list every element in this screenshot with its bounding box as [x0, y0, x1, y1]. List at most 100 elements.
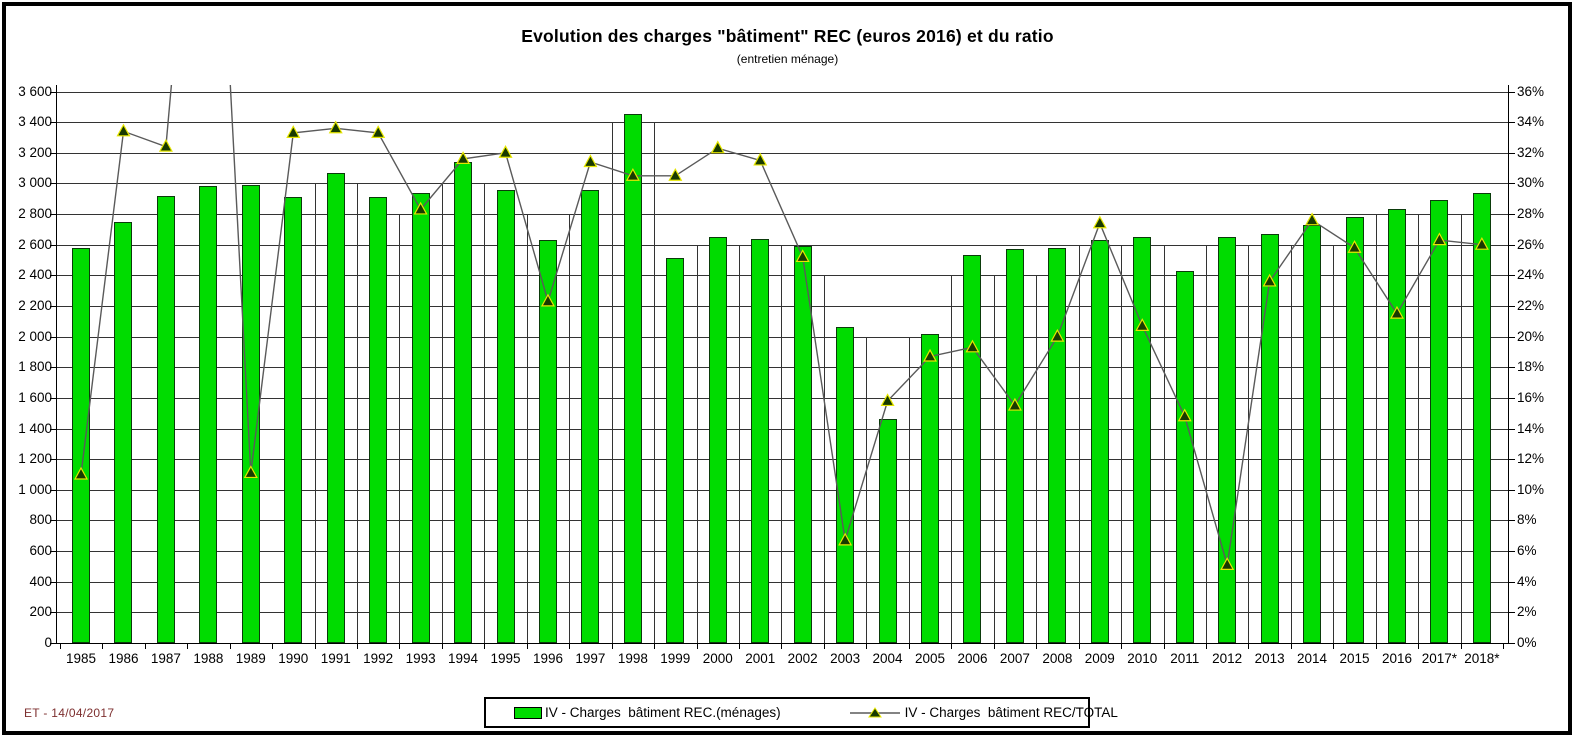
category-divider	[908, 336, 910, 643]
ratio-marker-1995	[498, 145, 513, 158]
bar-2001	[751, 238, 770, 643]
category-divider	[866, 336, 868, 643]
gridline-2000	[57, 336, 1508, 338]
bar-1988	[199, 186, 218, 643]
y-axis-label-left: 600	[29, 543, 52, 559]
category-divider	[993, 275, 995, 643]
x-axis-label: 2017*	[1421, 651, 1458, 666]
legend-item-bars: IV - Charges bâtiment REC.(ménages)	[514, 705, 781, 720]
chart-subtitle: (entretien ménage)	[736, 52, 839, 66]
ratio-marker-2013	[1262, 273, 1277, 287]
x-tick	[1460, 644, 1462, 649]
y-axis-label-right: 12%	[1517, 451, 1545, 467]
x-tick	[654, 644, 656, 649]
category-divider	[1248, 244, 1250, 643]
y-axis-label-right: 0%	[1517, 635, 1537, 650]
x-axis-label: 2000	[702, 651, 733, 666]
legend-label-line: IV - Charges bâtiment REC/TOTAL	[904, 705, 1118, 720]
plot-area	[57, 85, 1508, 643]
category-divider	[1375, 214, 1377, 643]
category-divider	[823, 275, 825, 643]
x-axis-label: 2001	[745, 651, 776, 666]
y-axis-label-right: 16%	[1517, 389, 1545, 405]
y-axis-label-right: 30%	[1517, 175, 1545, 191]
x-tick	[229, 644, 231, 649]
legend: IV - Charges bâtiment REC.(ménages) IV -…	[484, 697, 1118, 728]
y-tick-left	[50, 459, 56, 461]
y-axis-label-right: 2%	[1517, 604, 1537, 620]
gridline-3600	[57, 91, 1508, 93]
gridline-1600	[57, 397, 1508, 399]
category-divider	[696, 244, 698, 643]
ratio-marker-2001	[753, 152, 768, 166]
gridline-400	[57, 581, 1508, 583]
y-axis-label-right: 22%	[1517, 297, 1545, 313]
ratio-marker-1991	[328, 120, 343, 134]
bar-1987	[156, 195, 175, 643]
bar-1992	[369, 197, 388, 643]
gridline-800	[57, 520, 1508, 522]
bar-2013	[1260, 233, 1279, 643]
x-tick	[526, 644, 528, 649]
x-axis-label: 1988	[193, 651, 224, 666]
x-tick	[399, 644, 401, 649]
x-tick	[866, 644, 868, 649]
gridline-2400	[57, 275, 1508, 277]
x-axis-label: 1986	[108, 651, 139, 666]
y-tick-left	[50, 367, 56, 369]
x-tick	[696, 644, 698, 649]
y-axis-label-right: 32%	[1517, 144, 1545, 160]
category-divider	[611, 122, 613, 643]
x-tick	[1503, 644, 1505, 649]
x-tick	[739, 644, 740, 649]
x-axis-label: 2008	[1042, 651, 1073, 666]
x-axis-label: 2004	[872, 651, 903, 666]
x-tick	[144, 644, 146, 649]
bar-2012	[1218, 237, 1237, 643]
x-tick	[569, 644, 571, 649]
y-axis-label-left: 800	[29, 512, 52, 528]
x-tick	[59, 644, 61, 649]
x-axis-label: 2013	[1254, 651, 1285, 666]
bar-1986	[114, 221, 133, 643]
ratio-marker-2012	[1220, 557, 1235, 570]
y-tick-right	[1509, 459, 1515, 461]
category-divider	[314, 183, 316, 643]
x-tick	[272, 644, 274, 649]
y-axis-label-right: 4%	[1517, 573, 1537, 589]
y-tick-left	[50, 428, 56, 430]
y-axis-label-left: 400	[29, 573, 52, 589]
category-divider	[1333, 244, 1335, 643]
x-tick	[781, 644, 783, 649]
x-axis-label: 1999	[660, 651, 691, 666]
y-axis-right	[1508, 85, 1509, 643]
gridline-3200	[57, 152, 1508, 154]
ratio-marker-1998	[625, 168, 640, 181]
x-axis	[56, 643, 1515, 644]
x-tick	[1290, 644, 1292, 649]
x-tick	[1205, 644, 1207, 649]
bar-1996	[538, 240, 557, 643]
footer-note: ET - 14/04/2017	[24, 706, 115, 720]
bar-2008	[1048, 247, 1067, 643]
gridline-1200	[57, 459, 1508, 461]
y-axis-label-left: 2 800	[18, 206, 52, 222]
y-axis-label-left: 3 200	[18, 144, 52, 160]
ratio-marker-2017*	[1432, 232, 1447, 246]
y-axis-label-left: 0	[44, 635, 52, 650]
x-tick	[1078, 644, 1080, 649]
y-tick-right	[1509, 244, 1515, 246]
category-divider	[1290, 244, 1292, 643]
gridline-200	[57, 612, 1508, 614]
x-tick	[1163, 644, 1165, 649]
bar-1998	[623, 114, 642, 643]
y-axis-label-right: 10%	[1517, 481, 1545, 497]
y-tick-left	[50, 183, 56, 185]
y-tick-left	[50, 305, 56, 307]
y-axis-label-left: 1 400	[18, 420, 52, 436]
x-axis-label: 1989	[235, 651, 266, 666]
x-axis-label: 2007	[999, 651, 1030, 666]
y-tick-right	[1509, 367, 1515, 369]
y-tick-left	[50, 275, 56, 277]
ratio-line-series	[74, 85, 1489, 570]
